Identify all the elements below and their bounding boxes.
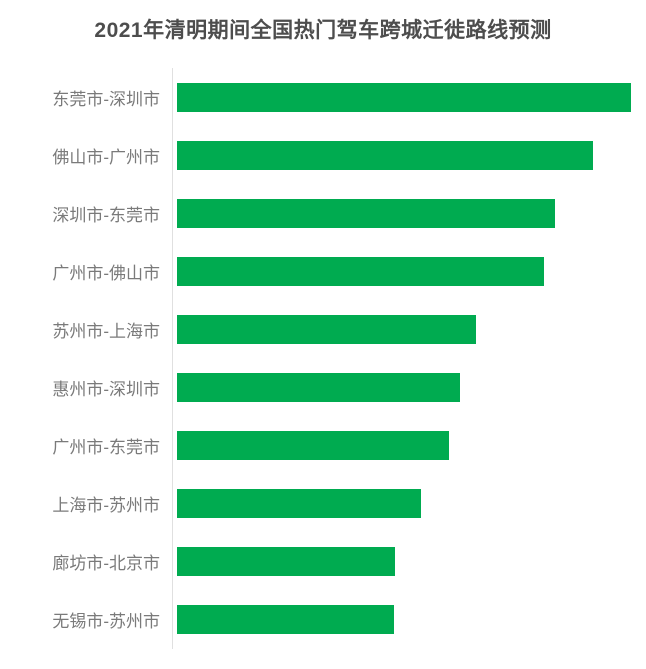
- bar: [177, 431, 449, 461]
- bar: [177, 256, 544, 286]
- category-label: 惠州市-深圳市: [52, 380, 160, 400]
- bar: [177, 547, 395, 577]
- bar: [177, 489, 421, 519]
- chart-row: 东莞市-深圳市: [0, 68, 646, 127]
- bar-chart: 东莞市-深圳市 佛山市-广州市 深圳市-东莞市 广州市-佛山市 苏州市-上海市 惠州市-深…: [0, 68, 646, 649]
- plot-cell: [172, 242, 646, 301]
- plot-cell: [172, 68, 646, 127]
- bar: [177, 314, 477, 344]
- plot-cell: [172, 590, 646, 649]
- plot-cell: [172, 126, 646, 185]
- category-label: 广州市-东莞市: [52, 438, 160, 458]
- plot-cell: [172, 416, 646, 475]
- chart-row: 广州市-东莞市: [0, 416, 646, 475]
- category-label: 上海市-苏州市: [52, 496, 160, 516]
- bar: [177, 82, 632, 112]
- chart-title: 2021年清明期间全国热门驾车跨城迁徙路线预测: [94, 19, 552, 42]
- bar: [177, 605, 395, 635]
- chart-row: 惠州市-深圳市: [0, 358, 646, 417]
- bar: [177, 198, 556, 228]
- bar: [177, 140, 593, 170]
- chart-row: 深圳市-东莞市: [0, 184, 646, 243]
- category-label: 无锡市-苏州市: [52, 612, 160, 632]
- chart-row: 广州市-佛山市: [0, 242, 646, 301]
- category-label: 佛山市-广州市: [52, 147, 160, 167]
- category-label: 深圳市-东莞市: [52, 205, 160, 225]
- plot-cell: [172, 184, 646, 243]
- category-label: 苏州市-上海市: [52, 321, 160, 341]
- bar: [177, 373, 460, 403]
- category-label: 东莞市-深圳市: [52, 89, 160, 109]
- chart-row: 无锡市-苏州市: [0, 590, 646, 649]
- category-label: 廊坊市-北京市: [52, 554, 160, 574]
- plot-cell: [172, 474, 646, 533]
- chart-row: 上海市-苏州市: [0, 474, 646, 533]
- chart-row: 廊坊市-北京市: [0, 532, 646, 591]
- category-label: 广州市-佛山市: [52, 263, 160, 283]
- chart-row: 苏州市-上海市: [0, 300, 646, 359]
- plot-cell: [172, 532, 646, 591]
- chart-row: 佛山市-广州市: [0, 126, 646, 185]
- plot-cell: [172, 358, 646, 417]
- plot-cell: [172, 300, 646, 359]
